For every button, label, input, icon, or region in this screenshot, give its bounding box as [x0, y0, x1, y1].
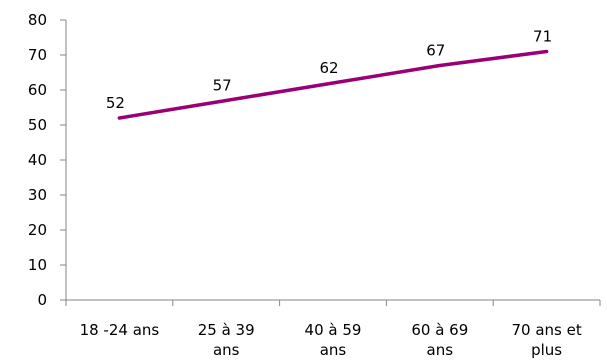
- x-tick-label-line: ans: [427, 341, 454, 359]
- labels-layer: 52 57 62 67 71: [106, 28, 552, 113]
- data-label: 57: [213, 77, 232, 95]
- y-tick-label: 80: [28, 11, 47, 29]
- data-label: 71: [533, 28, 552, 46]
- data-point: [545, 50, 549, 53]
- x-tick-label: 25 à 39 ans: [198, 321, 255, 359]
- data-label: 67: [426, 42, 445, 60]
- y-tick-label: 60: [28, 81, 47, 99]
- data-point: [117, 116, 121, 120]
- data-point: [331, 81, 335, 85]
- x-tick-label: 60 à 69 ans: [411, 321, 468, 359]
- y-tick-label: 10: [28, 256, 47, 274]
- data-label: 62: [319, 59, 338, 77]
- x-tick-label-line: 60 à 69: [411, 321, 468, 339]
- y-tick-label: 0: [37, 291, 47, 309]
- data-point: [224, 99, 228, 102]
- series-layer: [117, 49, 549, 120]
- x-tick-label-line: 18 -24 ans: [80, 321, 160, 339]
- x-tick-label-line: ans: [213, 341, 240, 359]
- x-tick-label-line: ans: [320, 341, 347, 359]
- x-tick-label: 70 ans et plus: [511, 321, 581, 359]
- x-tick-label: 18 -24 ans: [80, 321, 160, 339]
- y-tick-label: 20: [28, 221, 47, 239]
- x-tick-label: 40 à 59 ans: [305, 321, 362, 359]
- x-tick-label-line: 70 ans et: [511, 321, 581, 339]
- x-tick-label-line: 40 à 59: [305, 321, 362, 339]
- y-tick-label: 50: [28, 116, 47, 134]
- y-tick-label: 40: [28, 151, 47, 169]
- data-label: 52: [106, 94, 125, 112]
- x-tick-label-line: plus: [531, 341, 562, 359]
- x-tick-label-line: 25 à 39: [198, 321, 255, 339]
- y-tick-label: 70: [28, 46, 47, 64]
- y-tick-label: 30: [28, 186, 47, 204]
- data-point: [438, 64, 442, 67]
